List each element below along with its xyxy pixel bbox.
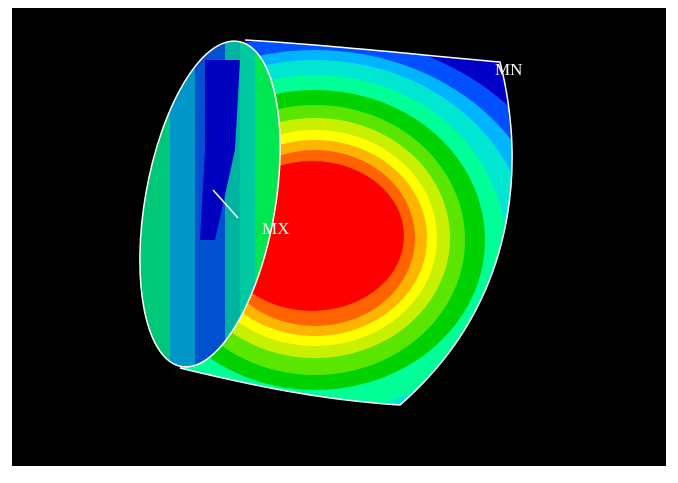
min-label: MN <box>495 60 522 79</box>
max-label: MX <box>262 219 289 238</box>
contour-plot-view: MN MX <box>0 0 678 478</box>
